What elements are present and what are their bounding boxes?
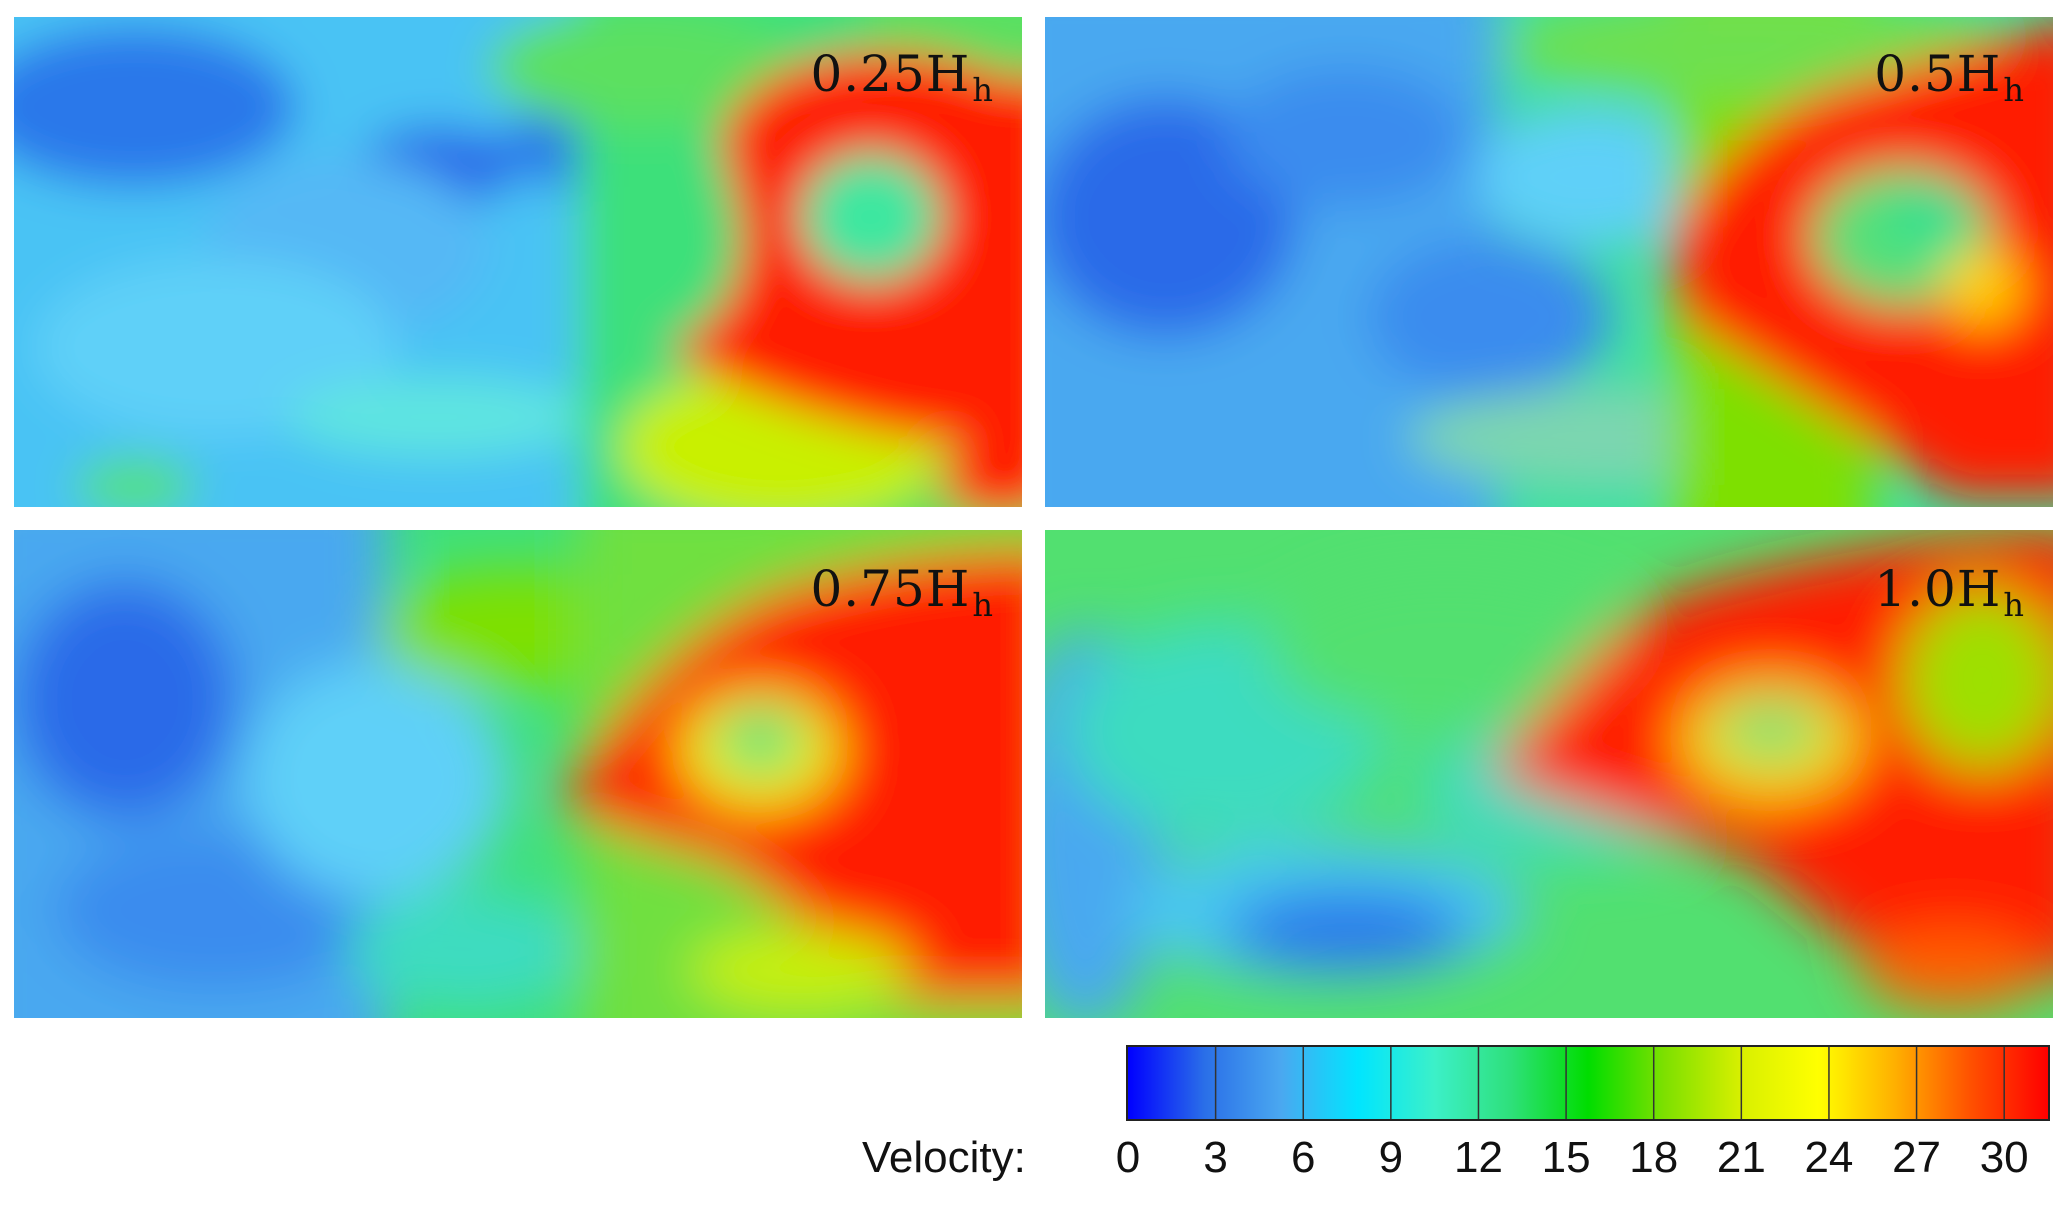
colorbar-tick-label: 30 — [1979, 1133, 2029, 1182]
colorbar-tick-label: 6 — [1290, 1133, 1316, 1182]
colorbar-tick-label: 0 — [1115, 1133, 1141, 1182]
contour-panel-0.75Hh: 0.75Hh — [14, 530, 1022, 1018]
panel-label: 1.0Hh — [1874, 560, 2025, 624]
colorbar-tick-label: 18 — [1629, 1133, 1679, 1182]
colorbar-tick-label: 9 — [1378, 1133, 1404, 1182]
contour-panel-0.25Hh: 0.25Hh — [14, 17, 1022, 507]
colorbar-gradient — [1128, 1047, 2048, 1119]
colorbar-title: Velocity: — [862, 1133, 1026, 1182]
colorbar-tick-label: 27 — [1892, 1133, 1942, 1182]
colorbar-tick-label: 12 — [1453, 1133, 1503, 1182]
colorbar-tick-label: 15 — [1541, 1133, 1591, 1182]
contour-plot-0.75Hh — [14, 530, 1022, 1018]
colorbar — [1126, 1045, 2050, 1121]
panel-label: 0.25Hh — [810, 45, 994, 109]
contour-panel-0.5Hh: 0.5Hh — [1045, 17, 2053, 507]
contour-plot-1.0Hh — [1045, 530, 2053, 1018]
colorbar-tick-label: 24 — [1804, 1133, 1854, 1182]
colorbar-tick-label: 21 — [1716, 1133, 1766, 1182]
panel-label: 0.75Hh — [810, 560, 994, 624]
panel-label: 0.5Hh — [1874, 45, 2025, 109]
contour-plot-0.25Hh — [14, 17, 1022, 507]
contour-plot-0.5Hh — [1045, 17, 2053, 507]
colorbar-tick-label: 3 — [1203, 1133, 1228, 1182]
contour-panel-1.0Hh: 1.0Hh — [1045, 530, 2053, 1018]
